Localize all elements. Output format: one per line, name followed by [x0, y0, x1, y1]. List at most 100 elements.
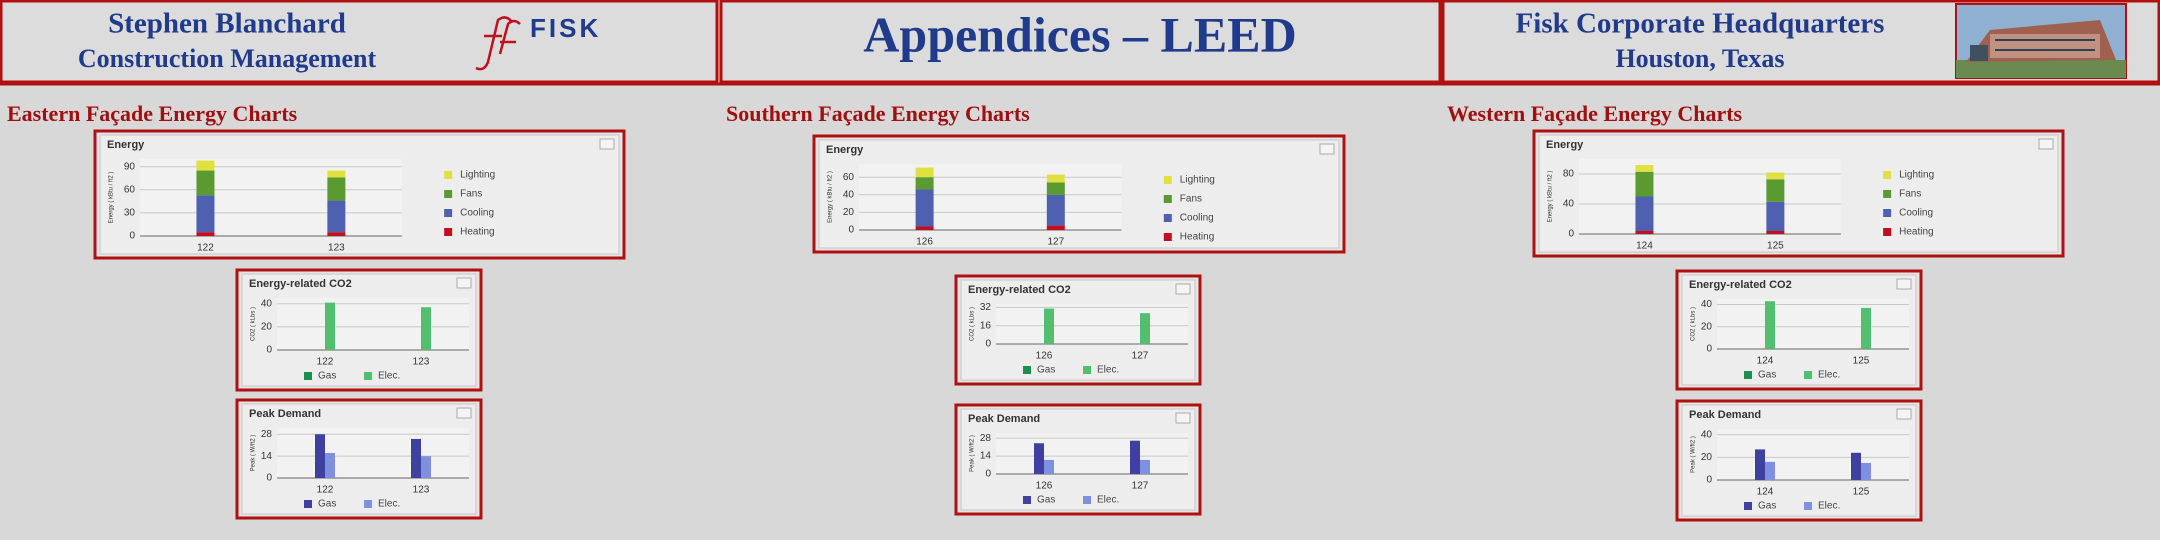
legend-label: Elec. [378, 371, 400, 382]
legend-swatch [1163, 233, 1172, 241]
legend-swatch [1883, 190, 1892, 198]
x-tick-label: 123 [413, 485, 430, 496]
chart-title: Peak Demand [249, 408, 321, 420]
y-axis-label: Energy ( kBtu / ft2 ) [1548, 171, 1554, 223]
plot-area [859, 164, 1122, 230]
x-tick-label: 125 [1853, 487, 1870, 498]
y-tick-label: 20 [261, 322, 273, 333]
legend-swatch [364, 372, 372, 380]
legend-label: Fans [460, 189, 482, 200]
right-subtitle: Houston, Texas [1615, 44, 1784, 73]
legend-swatch [444, 190, 453, 198]
legend-swatch [1744, 502, 1752, 510]
legend-label: Gas [318, 371, 336, 382]
x-tick-label: 124 [1636, 241, 1653, 252]
chart-title: Energy-related CO2 [1689, 279, 1792, 291]
legend-label: Fans [1899, 189, 1921, 200]
y-tick-label: 16 [980, 320, 992, 331]
bar [1034, 443, 1044, 474]
bar-segment [1635, 171, 1654, 197]
y-tick-label: 20 [1701, 321, 1713, 332]
bar-segment [1766, 201, 1785, 231]
bar [325, 453, 335, 478]
x-tick-label: 126 [1036, 481, 1053, 492]
x-tick-label: 127 [1047, 237, 1064, 248]
plot-area [1717, 429, 1909, 480]
y-axis-label: CO2 ( kLbs ) [1691, 307, 1697, 341]
bar-segment [915, 167, 934, 178]
legend-label: Elec. [378, 499, 400, 510]
edit-icon [599, 138, 615, 150]
bar [325, 302, 335, 350]
y-tick-label: 30 [124, 208, 136, 219]
legend-label: Lighting [1899, 170, 1934, 181]
y-tick-label: 40 [1563, 199, 1575, 210]
bar-segment [196, 232, 215, 236]
legend-label: Elec. [1818, 501, 1840, 512]
y-axis-label: CO2 ( kLbs ) [970, 307, 976, 341]
legend-label: Elec. [1818, 370, 1840, 381]
x-tick-label: 125 [1767, 241, 1784, 252]
section-title: Western Façade Energy Charts [1447, 101, 1743, 126]
y-tick-label: 14 [980, 451, 992, 462]
legend-label: Lighting [1180, 175, 1215, 186]
legend-swatch [1883, 209, 1892, 217]
x-tick-label: 127 [1132, 481, 1149, 492]
header-center-box [719, 0, 1442, 84]
legend-label: Cooling [1180, 213, 1214, 224]
legend-swatch [304, 372, 312, 380]
y-axis-label: Peak ( W/ft2 ) [251, 435, 257, 472]
legend-label: Gas [1758, 501, 1776, 512]
y-tick-label: 0 [985, 339, 991, 350]
bar [1140, 459, 1150, 474]
chart-title: Peak Demand [1689, 409, 1761, 421]
bar-segment [1046, 182, 1065, 195]
bar [1044, 459, 1054, 474]
bar-segment [915, 226, 934, 230]
edit-icon [456, 277, 472, 289]
bar-segment [1635, 196, 1654, 231]
y-axis-label: Energy ( kBtu / ft2 ) [828, 171, 834, 223]
bar [1130, 440, 1140, 474]
x-tick-label: 125 [1853, 356, 1870, 367]
legend-label: Gas [318, 499, 336, 510]
chart-title: Energy-related CO2 [968, 284, 1071, 296]
edit-icon [1896, 278, 1912, 290]
x-tick-label: 126 [916, 237, 933, 248]
bar [315, 434, 325, 478]
bar [1861, 307, 1871, 349]
legend-label: Cooling [1899, 208, 1933, 219]
bar-segment [915, 177, 934, 190]
legend-swatch [1804, 371, 1812, 379]
legend-label: Elec. [1097, 365, 1119, 376]
chart-title: Energy-related CO2 [249, 278, 352, 290]
section-title: Eastern Façade Energy Charts [7, 101, 298, 126]
bar-segment [327, 177, 346, 201]
y-tick-label: 0 [266, 473, 272, 484]
chart-title: Energy [826, 144, 864, 156]
bar-segment [327, 170, 346, 178]
edit-icon [456, 407, 472, 419]
bar-segment [196, 160, 215, 171]
bar-segment [1046, 174, 1065, 183]
legend-swatch [1083, 496, 1091, 504]
left-title: Stephen Blanchard [108, 8, 346, 40]
building-photo [1955, 3, 2127, 79]
legend-swatch [1163, 214, 1172, 222]
logo-text: FISK [530, 13, 601, 43]
plot-area [277, 298, 469, 350]
legend-label: Heating [1180, 232, 1214, 243]
x-tick-label: 122 [317, 357, 334, 368]
y-tick-label: 28 [261, 429, 273, 440]
bar [421, 307, 431, 350]
legend-label: Gas [1758, 370, 1776, 381]
legend-swatch [1804, 502, 1812, 510]
y-tick-label: 40 [843, 189, 855, 200]
plot-area [1579, 159, 1841, 234]
logo-mark [475, 16, 521, 71]
y-axis-label: Energy ( kBtu / ft2 ) [109, 172, 115, 224]
edit-icon [2038, 138, 2054, 150]
bar-segment [196, 170, 215, 196]
x-tick-label: 126 [1036, 351, 1053, 362]
